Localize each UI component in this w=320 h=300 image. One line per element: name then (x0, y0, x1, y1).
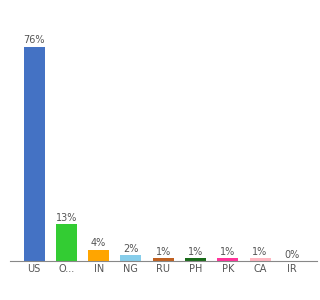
Text: 1%: 1% (220, 247, 236, 257)
Bar (24, 46, 44, 261)
Bar (250, 258, 270, 261)
Text: 76%: 76% (23, 35, 45, 45)
Text: 1%: 1% (188, 247, 203, 257)
Bar (153, 258, 174, 261)
Bar (185, 258, 206, 261)
Text: 1%: 1% (156, 247, 171, 257)
Text: 0%: 0% (285, 250, 300, 260)
Text: 13%: 13% (56, 213, 77, 223)
Bar (56, 224, 77, 261)
Text: 1%: 1% (252, 247, 268, 257)
Bar (217, 258, 238, 261)
Text: 4%: 4% (91, 238, 106, 248)
Text: 2%: 2% (123, 244, 139, 254)
Bar (120, 255, 141, 261)
Bar (88, 250, 109, 261)
